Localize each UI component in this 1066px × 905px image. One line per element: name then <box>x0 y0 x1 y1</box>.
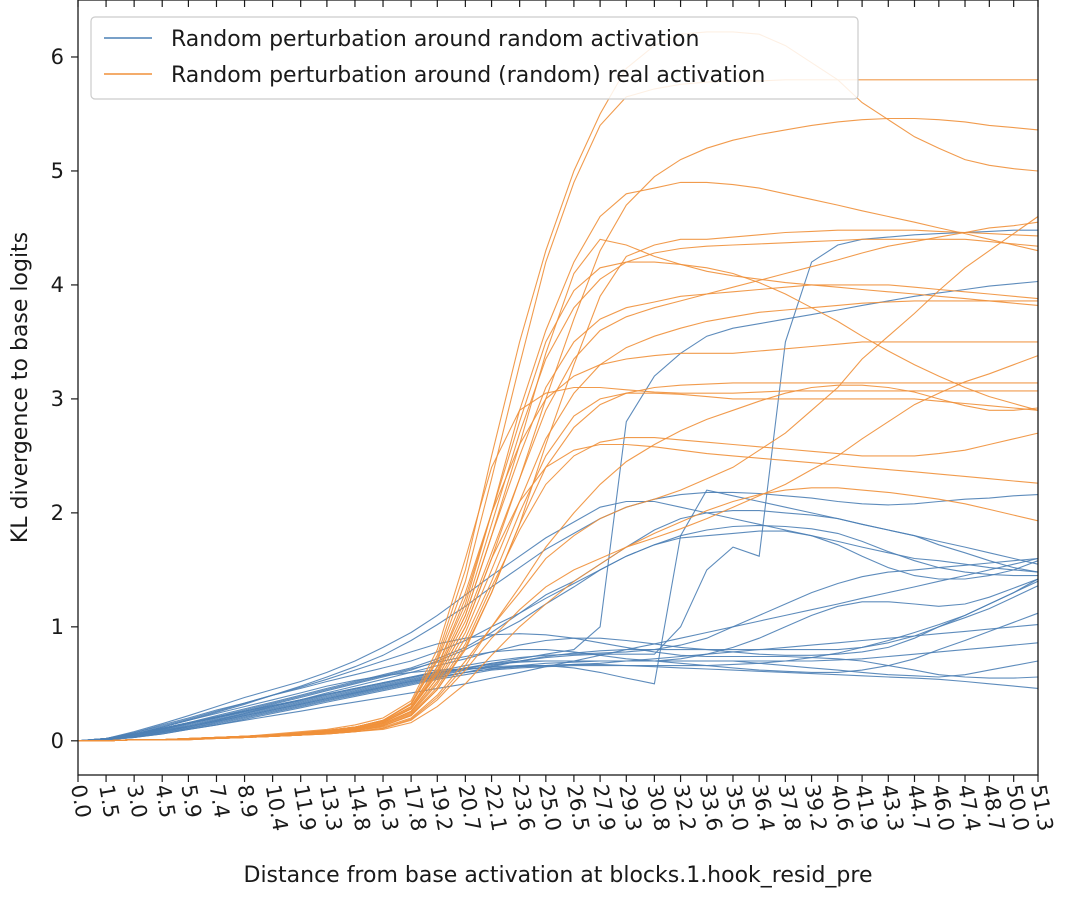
x-tick-label: 8.9 <box>233 783 262 820</box>
series-line-10 <box>77 580 1039 742</box>
series-line-9 <box>77 612 1039 742</box>
y-tick-label: 6 <box>51 45 64 69</box>
series-line-16 <box>77 229 1038 742</box>
y-tick-label: 2 <box>51 501 64 525</box>
x-tick-label: 5.9 <box>176 783 205 820</box>
plot-frame <box>77 0 1039 776</box>
series-line-39 <box>78 432 1039 742</box>
series-line-18 <box>77 557 1039 742</box>
y-axis: 0 1 2 3 4 5 6 <box>51 45 78 753</box>
y-tick-label: 5 <box>51 159 64 183</box>
x-axis-label: Distance from base activation at blocks.… <box>244 863 873 888</box>
series-line-7 <box>77 642 1039 742</box>
x-axis: 0.01.53.04.55.97.48.910.411.913.314.816.… <box>66 0 1058 833</box>
x-tick-label: 7.4 <box>205 783 234 820</box>
series-line-11 <box>77 624 1039 742</box>
y-tick-label: 4 <box>51 273 64 297</box>
series-lines <box>77 31 1039 742</box>
y-axis-label: KL divergence to base logits <box>8 232 33 543</box>
series-line-17 <box>77 280 1039 742</box>
series-line-40 <box>78 238 1039 742</box>
legend-box <box>90 16 859 100</box>
x-tick-label: 3.0 <box>122 783 151 820</box>
legend-label-random-activation: Random perturbation around random activa… <box>171 27 699 52</box>
series-line-0 <box>77 500 1039 742</box>
series-line-19 <box>77 557 1039 742</box>
y-tick-label: 0 <box>51 729 64 753</box>
x-tick-label: 1.5 <box>94 783 123 820</box>
series-line-14 <box>77 585 1039 742</box>
legend-label-real-activation: Random perturbation around (random) real… <box>171 63 765 88</box>
y-tick-label: 1 <box>51 615 64 639</box>
x-tick-label: 4.5 <box>150 783 179 820</box>
x-tick-label: 0.0 <box>66 783 95 820</box>
legend: Random perturbation around random activa… <box>90 16 859 100</box>
y-tick-label: 3 <box>51 387 64 411</box>
series-line-1 <box>77 491 1039 742</box>
